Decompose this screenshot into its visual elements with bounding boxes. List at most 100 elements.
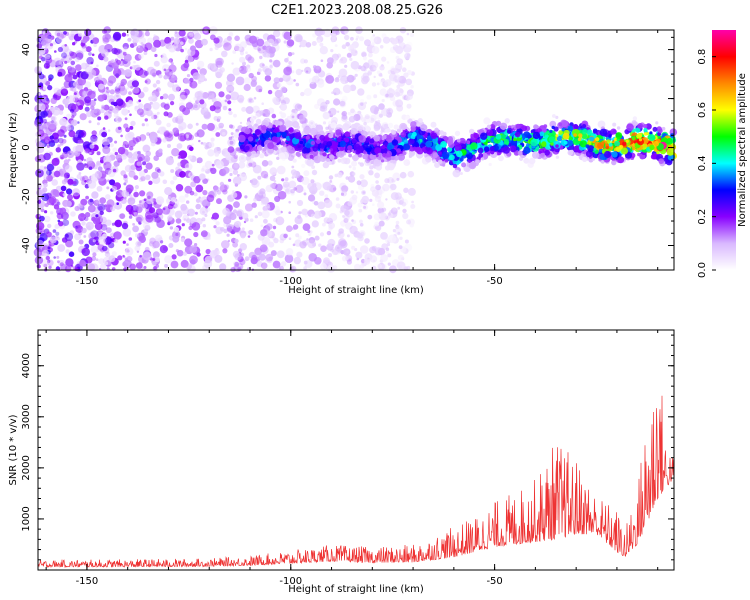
spectrogram-noise-point	[215, 132, 221, 137]
spectrogram-noise-point	[124, 69, 132, 77]
spectrogram-noise-point	[325, 100, 330, 105]
spectrogram-noise-point	[181, 223, 185, 227]
spectrogram-band-point	[244, 145, 250, 151]
spectrogram-noise-point	[336, 53, 341, 58]
spectrogram-noise-point	[199, 196, 209, 206]
spectrogram-noise-point	[227, 138, 236, 147]
spectrogram-band-point	[502, 147, 506, 152]
spectrogram-band-point	[598, 148, 603, 153]
spectrogram-noise-point	[45, 60, 50, 66]
spectrogram-noise-point	[339, 100, 346, 107]
spectrogram-noise-point	[349, 57, 353, 61]
spectrogram-noise-point	[54, 50, 57, 53]
spectrogram-noise-point	[268, 46, 276, 54]
y-tick-label: -20	[21, 188, 32, 204]
spectrogram-noise-point	[338, 238, 347, 247]
spectrogram-noise-point	[99, 197, 106, 204]
spectrogram-noise-point	[128, 237, 133, 241]
spectrogram-noise-point	[60, 63, 64, 67]
spectrogram-noise-point	[174, 210, 183, 219]
spectrogram-noise-point	[406, 41, 413, 48]
spectrogram-noise-point	[380, 263, 387, 271]
spectrogram-noise-point	[230, 81, 235, 86]
spectrogram-noise-point	[219, 184, 228, 193]
spectrogram-band-point	[342, 123, 350, 131]
spectrogram-noise-point	[352, 166, 357, 171]
spectrogram-noise-point	[379, 65, 385, 71]
x-tick-label: -150	[76, 276, 99, 287]
spectrogram-noise-point	[288, 200, 292, 204]
spectrogram-noise-point	[341, 44, 347, 49]
spectrogram-noise-point	[122, 254, 125, 258]
spectrogram-noise-point	[96, 122, 100, 126]
spectrogram-noise-point	[328, 222, 335, 230]
spectrogram-noise-point	[229, 140, 234, 145]
spectrogram-noise-point	[348, 175, 356, 183]
spectrogram-band-point	[636, 133, 641, 139]
spectrogram-band-point	[470, 142, 478, 150]
spectrogram-noise-point	[307, 194, 316, 202]
spectrogram-noise-point	[239, 51, 245, 56]
spectrogram-noise-point	[346, 234, 350, 238]
spectrogram-band-point	[376, 143, 380, 146]
spectrogram-band-point	[255, 138, 259, 142]
spectrogram-band-point	[328, 154, 334, 159]
spectrogram-band-point	[593, 147, 597, 151]
spectrogram-noise-point	[105, 64, 114, 72]
spectrogram-noise-point	[79, 113, 87, 121]
spectrogram-noise-point	[285, 248, 294, 256]
spectrogram-noise-point	[136, 216, 143, 223]
spectrogram-noise-point	[398, 77, 402, 81]
spectrogram-noise-point	[112, 62, 118, 69]
spectrogram-noise-point	[389, 78, 395, 85]
spectrogram-noise-point	[75, 64, 82, 71]
spectrogram-noise-point	[205, 248, 211, 255]
spectrogram-band-point	[305, 135, 310, 140]
spectrogram-noise-point	[232, 209, 238, 214]
spectrogram-noise-point	[275, 216, 285, 226]
spectrogram-noise-point	[163, 103, 170, 110]
spectrogram-noise-point	[406, 103, 412, 109]
spectrogram-noise-point	[90, 105, 95, 110]
spectrogram-noise-point	[173, 202, 180, 209]
spectrogram-noise-point	[257, 175, 262, 180]
spectrogram-noise-point	[81, 132, 85, 136]
spectrogram-noise-point	[295, 184, 304, 193]
spectrogram-noise-point	[350, 190, 354, 194]
spectrogram-band-point	[256, 145, 263, 151]
spectrogram-noise-point	[403, 72, 409, 78]
spectrogram-noise-point	[196, 129, 205, 138]
spectrogram-noise-point	[186, 31, 195, 40]
spectrogram-band-point	[549, 120, 557, 128]
spectrogram-noise-point	[314, 27, 324, 37]
spectrogram-band-point	[446, 139, 453, 145]
spectrogram-noise-point	[221, 132, 226, 136]
spectrogram-noise-point	[245, 51, 248, 54]
spectrogram-noise-point	[223, 42, 232, 51]
spectrogram-noise-point	[213, 186, 220, 193]
spectrogram-noise-point	[389, 95, 396, 102]
spectrogram-noise-point	[138, 156, 143, 162]
spectrogram-noise-point	[115, 126, 123, 134]
spectrogram-noise-point	[292, 224, 299, 230]
spectrogram-noise-point	[380, 254, 388, 262]
spectrogram-noise-point	[130, 85, 134, 89]
spectrogram-noise-point	[120, 58, 124, 62]
spectrogram-noise-point	[319, 232, 325, 237]
y-tick-label: 20	[21, 92, 32, 105]
spectrogram-noise-point	[371, 46, 380, 54]
spectrogram-noise-point	[140, 137, 145, 142]
spectrogram-band-point	[567, 125, 573, 131]
spectrogram-noise-point	[320, 105, 328, 112]
spectrogram-noise-point	[216, 126, 221, 130]
spectrogram-band-point	[515, 123, 521, 129]
spectrogram-noise-point	[132, 225, 140, 233]
spectrogram-noise-point	[72, 42, 76, 46]
spectrogram-band-point	[254, 123, 258, 127]
spectrogram-noise-point	[377, 119, 381, 123]
spectrogram-noise-point	[260, 229, 268, 237]
spectrogram-noise-point	[334, 44, 338, 47]
spectrogram-noise-point	[360, 102, 364, 106]
spectrogram-noise-point	[378, 113, 383, 118]
